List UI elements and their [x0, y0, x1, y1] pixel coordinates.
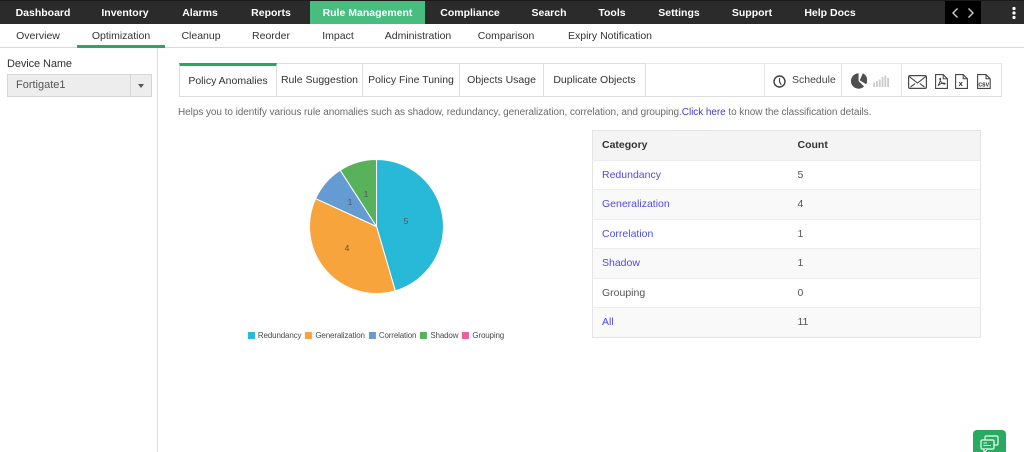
svg-text:CSV: CSV [978, 82, 989, 88]
svg-text:x: x [959, 79, 964, 88]
